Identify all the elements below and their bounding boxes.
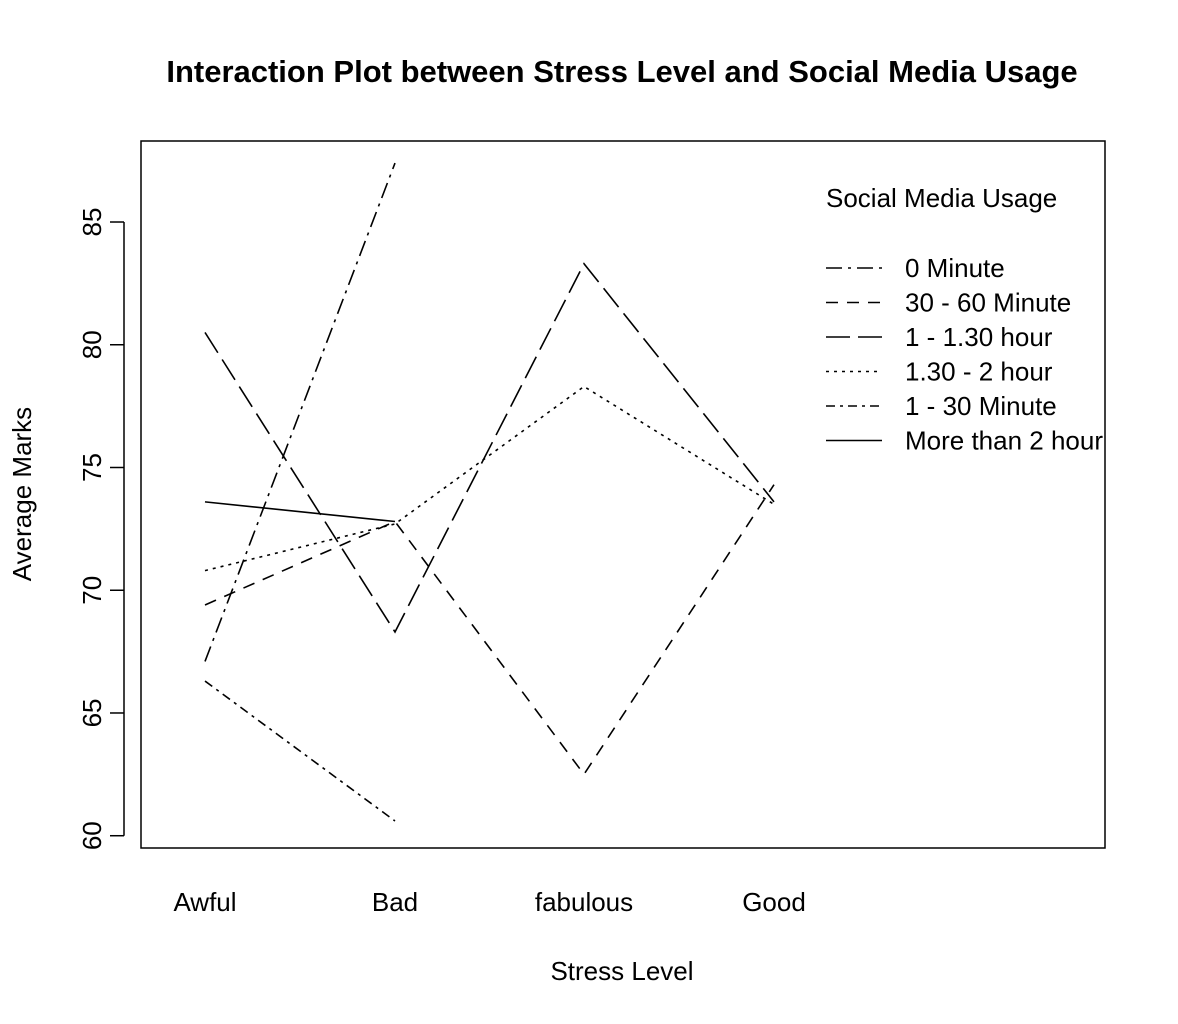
series-line-1-30-minute [204, 680, 396, 822]
y-axis: 60 65 70 75 80 85 [77, 208, 125, 850]
legend-label: 30 - 60 Minute [905, 288, 1071, 318]
legend-label: 1.30 - 2 hour [905, 357, 1053, 387]
series-line-30-60-minute [204, 484, 775, 776]
y-axis-label: Average Marks [7, 407, 37, 581]
plot-frame [140, 140, 1106, 849]
series-layer [204, 162, 775, 822]
legend-title: Social Media Usage [826, 183, 1057, 213]
y-tick-label: 80 [77, 330, 107, 359]
legend-label: 0 Minute [905, 253, 1005, 283]
legend-label: More than 2 hour [905, 426, 1103, 456]
y-tick-label: 75 [77, 453, 107, 482]
x-tick-label: Good [742, 887, 806, 917]
x-tick-label: fabulous [535, 887, 633, 917]
series-line-1-30-2-hour [204, 385, 775, 572]
series-line-1-1-30-hour [204, 262, 775, 634]
chart-title: Interaction Plot between Stress Level an… [166, 54, 1077, 89]
x-axis-label: Stress Level [550, 956, 693, 986]
y-tick-label: 65 [77, 699, 107, 728]
x-axis: Awful Bad fabulous Good [173, 887, 805, 917]
legend-label: 1 - 30 Minute [905, 391, 1057, 421]
legend: Social Media Usage 0 Minute 30 - 60 Minut… [826, 183, 1103, 456]
y-tick-label: 70 [77, 576, 107, 605]
x-tick-label: Awful [173, 887, 236, 917]
y-tick-label: 60 [77, 821, 107, 850]
series-line-0-minute [204, 162, 396, 662]
legend-label: 1 - 1.30 hour [905, 322, 1053, 352]
y-tick-label: 85 [77, 208, 107, 237]
x-tick-label: Bad [372, 887, 418, 917]
series-line-more-than-2-hour [204, 501, 396, 523]
